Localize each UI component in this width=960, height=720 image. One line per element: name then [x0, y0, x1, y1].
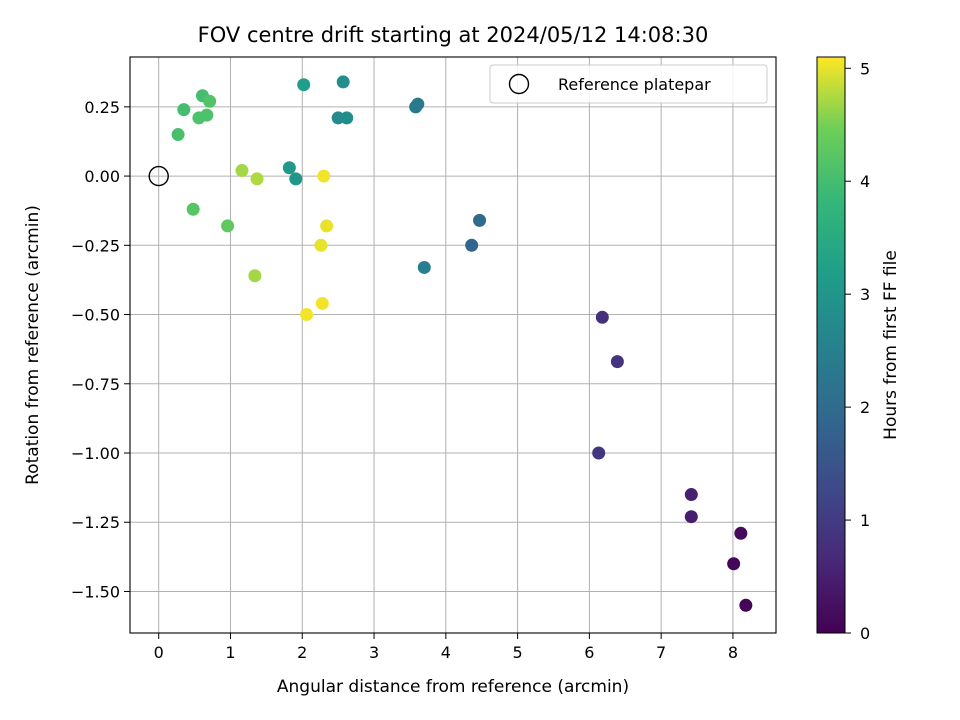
data-point	[314, 238, 328, 252]
data-point	[250, 172, 264, 186]
data-point	[177, 103, 191, 117]
x-tick-label: 1	[225, 643, 235, 662]
data-point	[315, 296, 329, 310]
y-tick-label: 0.25	[84, 98, 120, 117]
y-tick-label: −0.25	[71, 236, 120, 255]
y-tick-label: −1.50	[71, 582, 120, 601]
x-tick-label: 8	[728, 643, 738, 662]
data-point	[727, 557, 741, 571]
data-point	[317, 169, 331, 183]
legend-reference-marker	[508, 73, 530, 95]
x-axis-ticks: 0 1 2 3 4 5 6 7 8	[154, 633, 738, 662]
data-point	[595, 310, 609, 324]
data-point	[203, 94, 217, 108]
data-point	[171, 128, 185, 142]
data-point	[289, 172, 303, 186]
data-point	[282, 161, 296, 175]
data-point	[684, 488, 698, 502]
grid-lines	[130, 57, 776, 633]
y-tick-label: −1.00	[71, 444, 120, 463]
colorbar-label: Hours from first FF file	[881, 250, 901, 440]
plot-frame	[129, 56, 777, 634]
data-points	[148, 75, 753, 612]
x-axis-label: Angular distance from reference (arcmin)	[277, 677, 629, 697]
y-tick-label: 0.00	[84, 167, 120, 186]
data-point	[300, 308, 314, 322]
colorbar-gradient	[816, 56, 846, 634]
data-point	[734, 526, 748, 540]
data-point	[465, 238, 479, 252]
colorbar-tick-label: 5	[860, 59, 870, 78]
y-axis-label: Rotation from reference (arcmin)	[23, 205, 43, 485]
y-axis-ticks: 0.25 0.00 −0.25 −0.50 −0.75 −1.00 −1.25 −1.50	[71, 98, 130, 601]
legend: Reference platepar	[489, 64, 768, 104]
reference-platepar-marker	[148, 165, 169, 187]
data-point	[320, 219, 334, 233]
legend-box	[489, 64, 768, 104]
colorbar: 0 1 2 3 4 5 Hours from first FF file	[816, 56, 901, 643]
x-tick-label: 0	[154, 643, 164, 662]
colorbar-tick-label: 1	[860, 511, 870, 530]
y-tick-label: −0.75	[71, 375, 120, 394]
colorbar-ticks: 0 1 2 3 4 5	[845, 59, 870, 643]
y-tick-label: −1.25	[71, 513, 120, 532]
data-point	[592, 446, 606, 460]
colorbar-tick-label: 0	[860, 624, 870, 643]
data-point	[684, 510, 698, 524]
data-point	[610, 355, 624, 369]
y-tick-label: −0.50	[71, 306, 120, 325]
data-point	[739, 598, 753, 612]
data-point	[200, 108, 214, 122]
x-tick-label: 7	[656, 643, 666, 662]
data-point	[186, 202, 200, 216]
data-point	[473, 213, 487, 227]
data-point	[336, 75, 350, 89]
colorbar-tick-label: 4	[860, 172, 870, 191]
x-tick-label: 6	[584, 643, 594, 662]
x-tick-label: 3	[369, 643, 379, 662]
data-point	[297, 78, 311, 92]
chart-title: FOV centre drift starting at 2024/05/12 …	[198, 23, 709, 47]
data-point	[417, 260, 431, 274]
x-tick-label: 4	[441, 643, 451, 662]
colorbar-tick-label: 3	[860, 285, 870, 304]
colorbar-tick-label: 2	[860, 398, 870, 417]
x-tick-label: 2	[297, 643, 307, 662]
data-point	[411, 97, 425, 111]
x-tick-label: 5	[513, 643, 523, 662]
data-point	[340, 111, 354, 125]
data-point	[221, 219, 235, 233]
data-point	[248, 269, 262, 283]
data-point	[235, 164, 249, 178]
legend-label: Reference platepar	[558, 75, 711, 94]
